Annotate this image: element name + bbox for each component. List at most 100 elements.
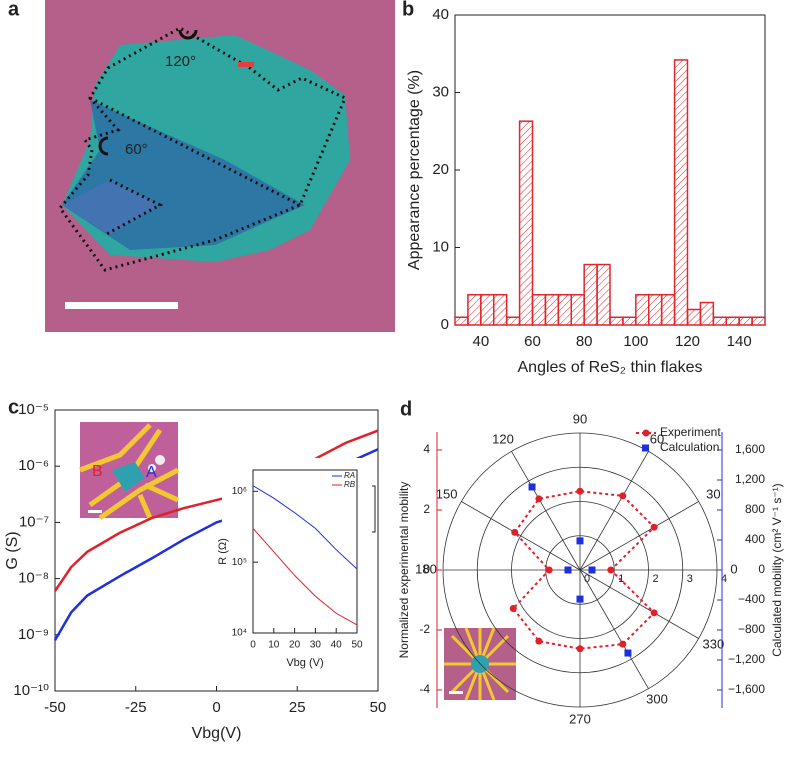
x-tick-label: 50: [351, 640, 363, 651]
x-tick-label: 40: [331, 640, 343, 651]
bar: [686, 308, 702, 326]
point: [535, 495, 543, 503]
legend-swatch: [642, 444, 649, 452]
x-tick-label: 60: [524, 333, 541, 350]
bar: [648, 294, 663, 326]
y-tick-label: 0: [441, 316, 449, 333]
panel-label: d: [400, 398, 412, 420]
x-tick-label: 40: [472, 333, 489, 350]
r-tick-label: 0: [584, 573, 590, 585]
bar: [531, 294, 547, 326]
series-line: [252, 528, 358, 626]
x-tick-label: -25: [125, 699, 147, 716]
point: [588, 566, 596, 574]
panel-label: c: [8, 396, 19, 418]
bar: [660, 294, 676, 326]
point: [650, 523, 658, 531]
bar: [751, 316, 766, 326]
legend-label: RA: [344, 471, 355, 480]
point: [535, 637, 543, 645]
photo: [45, 0, 395, 332]
point: [576, 595, 584, 603]
point: [576, 645, 584, 653]
y-axis-label: Appearance percentage (%): [406, 70, 423, 270]
polar-spoke: [579, 501, 699, 571]
y-axis-label: R (Ω): [217, 538, 229, 565]
theta-tick-label: 90: [573, 411, 587, 426]
bar: [518, 120, 534, 326]
r-tick-label: 2: [653, 573, 659, 585]
bar: [699, 301, 715, 326]
y2-tick-label: −1,200: [728, 652, 765, 666]
point: [624, 649, 632, 657]
y-tick-label: 10⁻⁵: [18, 401, 49, 418]
point: [576, 537, 584, 545]
polar-spoke: [579, 569, 699, 639]
y-tick-label: 10⁴: [232, 628, 247, 639]
bar: [467, 294, 482, 326]
device-inset: [79, 422, 180, 521]
point: [619, 492, 627, 500]
r-tick-label: 4: [721, 573, 727, 585]
x-axis-label: Vbg (V): [286, 657, 323, 669]
y-axis-label: G (S): [4, 531, 21, 569]
x-tick-label: 100: [623, 333, 648, 350]
y2-axis-label: Calculated mobility (cm² V⁻¹ s⁻¹): [770, 483, 784, 656]
bar: [609, 316, 624, 326]
y2-tick-label: 0: [758, 562, 765, 576]
point: [576, 487, 584, 495]
panel-label: b: [402, 0, 414, 20]
bar: [454, 316, 469, 326]
x-tick-label: 25: [289, 699, 306, 716]
y2-tick-label: 1,600: [735, 442, 765, 456]
inset-label: B: [92, 463, 103, 480]
point: [564, 566, 572, 574]
bar: [557, 294, 572, 326]
inset-label: A: [146, 464, 157, 481]
y-tick-label: 0: [423, 562, 430, 576]
y-tick-label: 10⁻⁶: [18, 457, 49, 474]
x-axis-label: Angles of ReS₂ thin flakes: [518, 359, 703, 376]
r-tick-label: 1: [618, 573, 624, 585]
y-tick-label: 10⁻⁹: [18, 626, 49, 643]
polar-spoke: [579, 569, 649, 689]
y-tick-label: 10: [432, 238, 449, 255]
x-tick-label: 20: [289, 640, 301, 651]
y-tick-label: 2: [423, 502, 430, 516]
y2-tick-label: 400: [745, 532, 765, 546]
y-tick-label: 4: [423, 442, 430, 456]
bar: [712, 316, 727, 326]
point: [511, 528, 519, 536]
y-tick-label: 20: [432, 161, 449, 178]
x-tick-label: 30: [310, 640, 322, 651]
legend-label: Calculation: [660, 440, 719, 454]
polar-spoke: [461, 501, 581, 571]
series-line: [53, 429, 379, 592]
bar: [725, 316, 740, 326]
y-tick-label: 10⁵: [232, 557, 247, 568]
bar: [635, 294, 650, 326]
y-tick-label: -4: [419, 682, 430, 696]
polar-spoke: [511, 451, 581, 571]
polar-spoke: [579, 451, 649, 571]
theta-tick-label: 180: [415, 561, 437, 576]
x-tick-label: 50: [370, 699, 387, 716]
bar: [480, 294, 495, 326]
theta-tick-label: 270: [569, 711, 591, 726]
series-line: [252, 485, 358, 570]
point: [528, 483, 536, 491]
point: [650, 609, 658, 617]
theta-tick-label: 30: [706, 486, 720, 501]
y2-tick-label: −1,600: [728, 682, 765, 696]
legend-label: Experiment: [660, 425, 721, 439]
x-tick-label: 80: [576, 333, 593, 350]
bar: [596, 263, 611, 326]
theta-tick-label: 0: [730, 561, 737, 576]
point: [509, 605, 517, 613]
panel-label: a: [8, 0, 20, 20]
angle-label: 60°: [125, 141, 148, 158]
bar: [738, 316, 753, 326]
theta-tick-label: 150: [436, 486, 458, 501]
point: [607, 566, 615, 574]
legend-swatch: [642, 429, 650, 437]
